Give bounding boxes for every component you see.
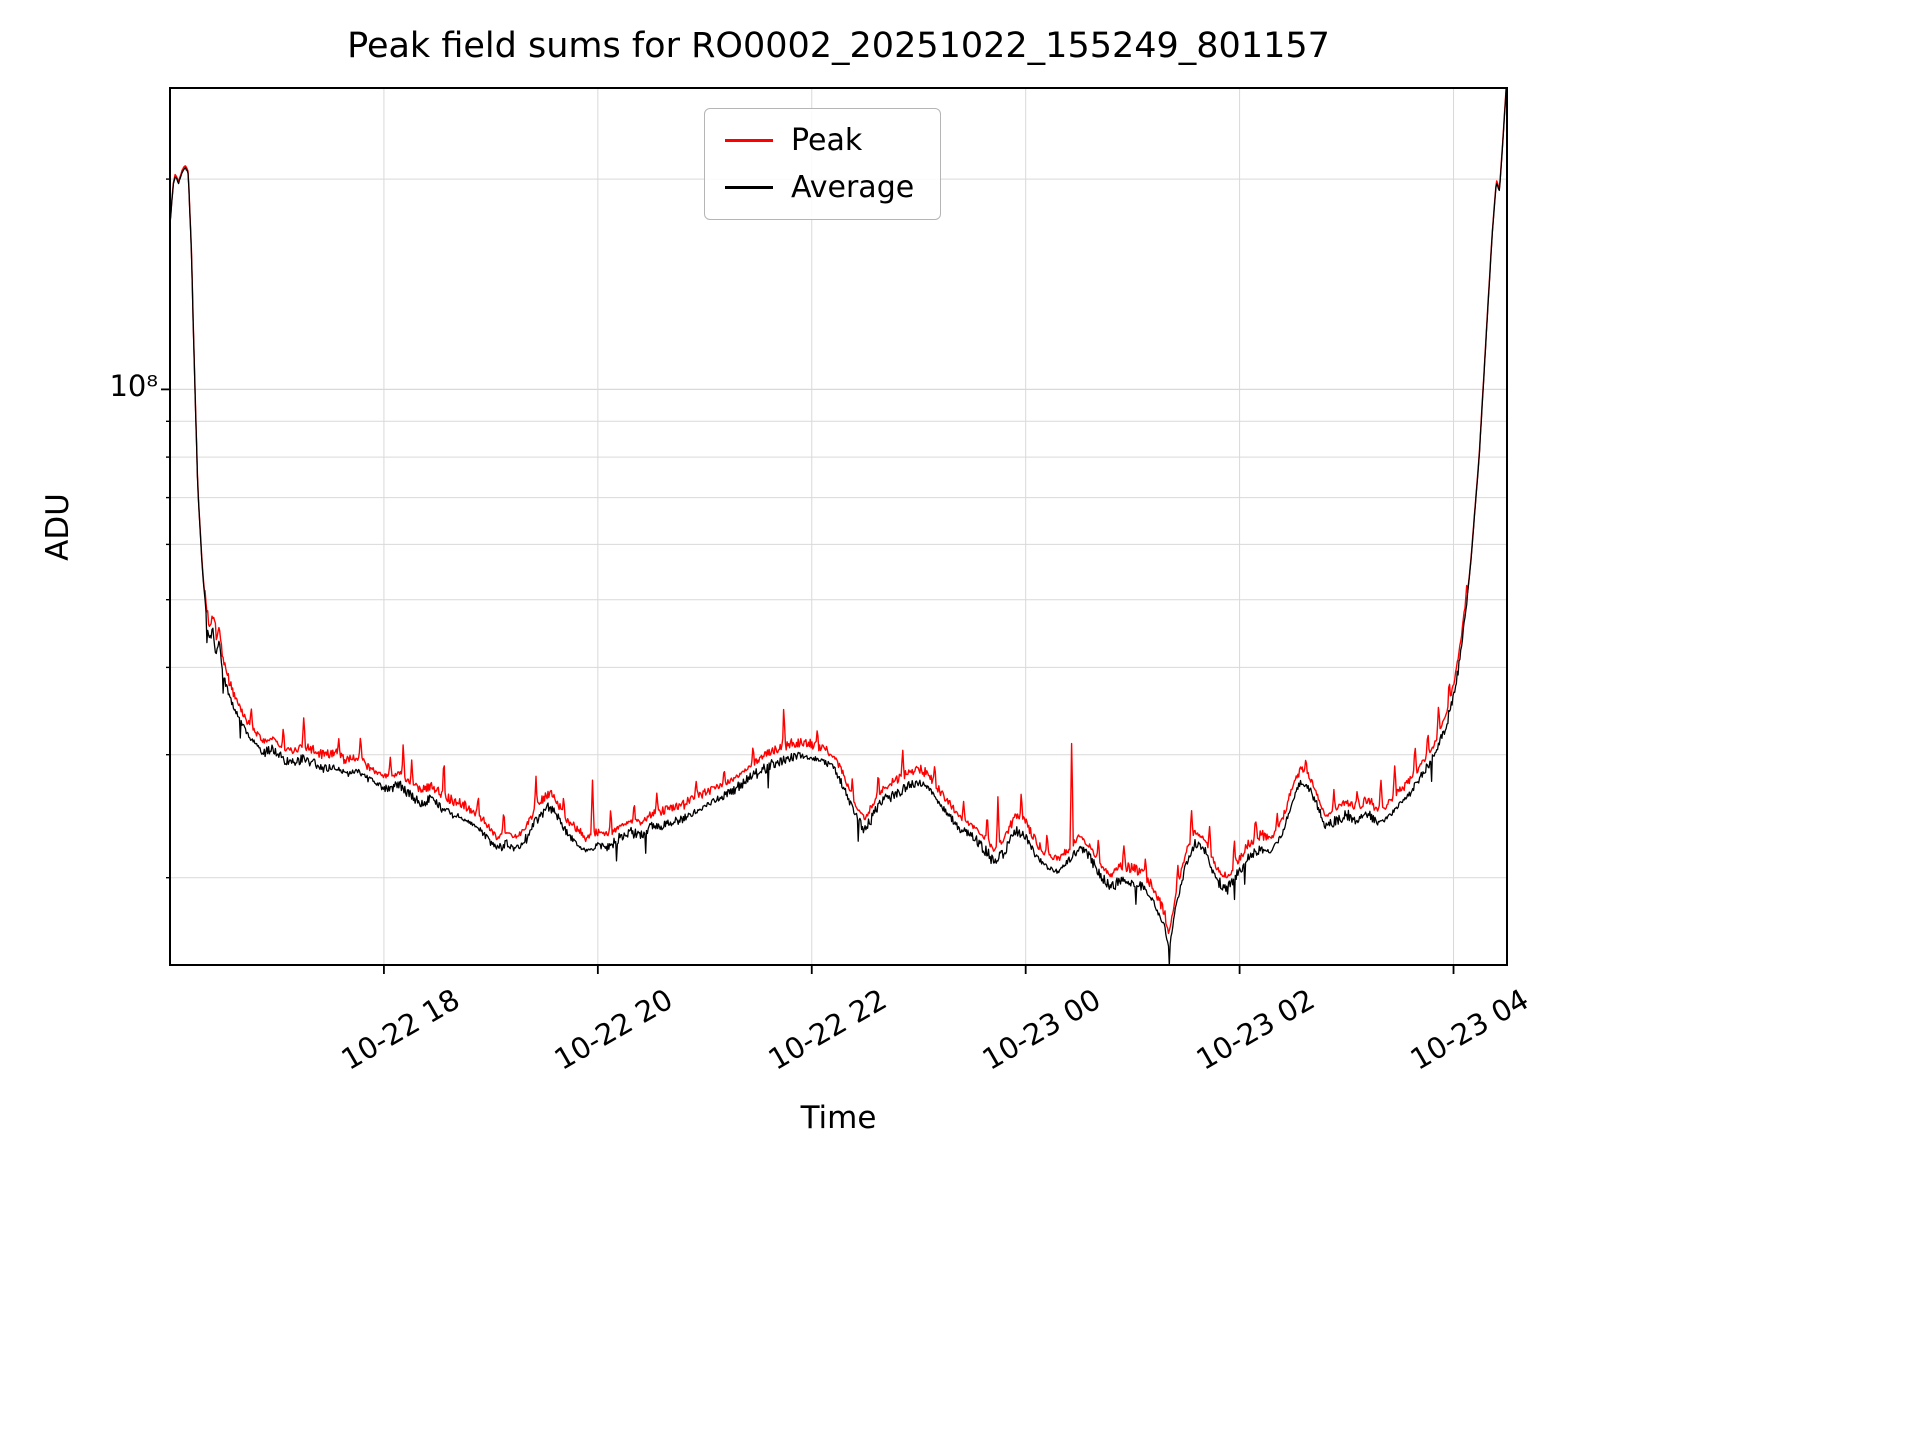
average-line-sample-icon [725, 186, 773, 189]
y-axis-label: ADU [40, 493, 76, 561]
legend-label-peak: Peak [791, 123, 863, 158]
peak-line-sample-icon [725, 139, 773, 142]
legend-label-average: Average [791, 170, 915, 205]
chart-title: Peak field sums for RO0002_20251022_1552… [347, 26, 1330, 66]
legend: Peak Average [704, 108, 942, 220]
x-axis-label: Time [800, 1100, 877, 1136]
y-tick-label-1e8: 10⁸ [109, 369, 158, 403]
legend-item-peak: Peak [725, 123, 914, 158]
legend-item-average: Average [725, 170, 914, 205]
